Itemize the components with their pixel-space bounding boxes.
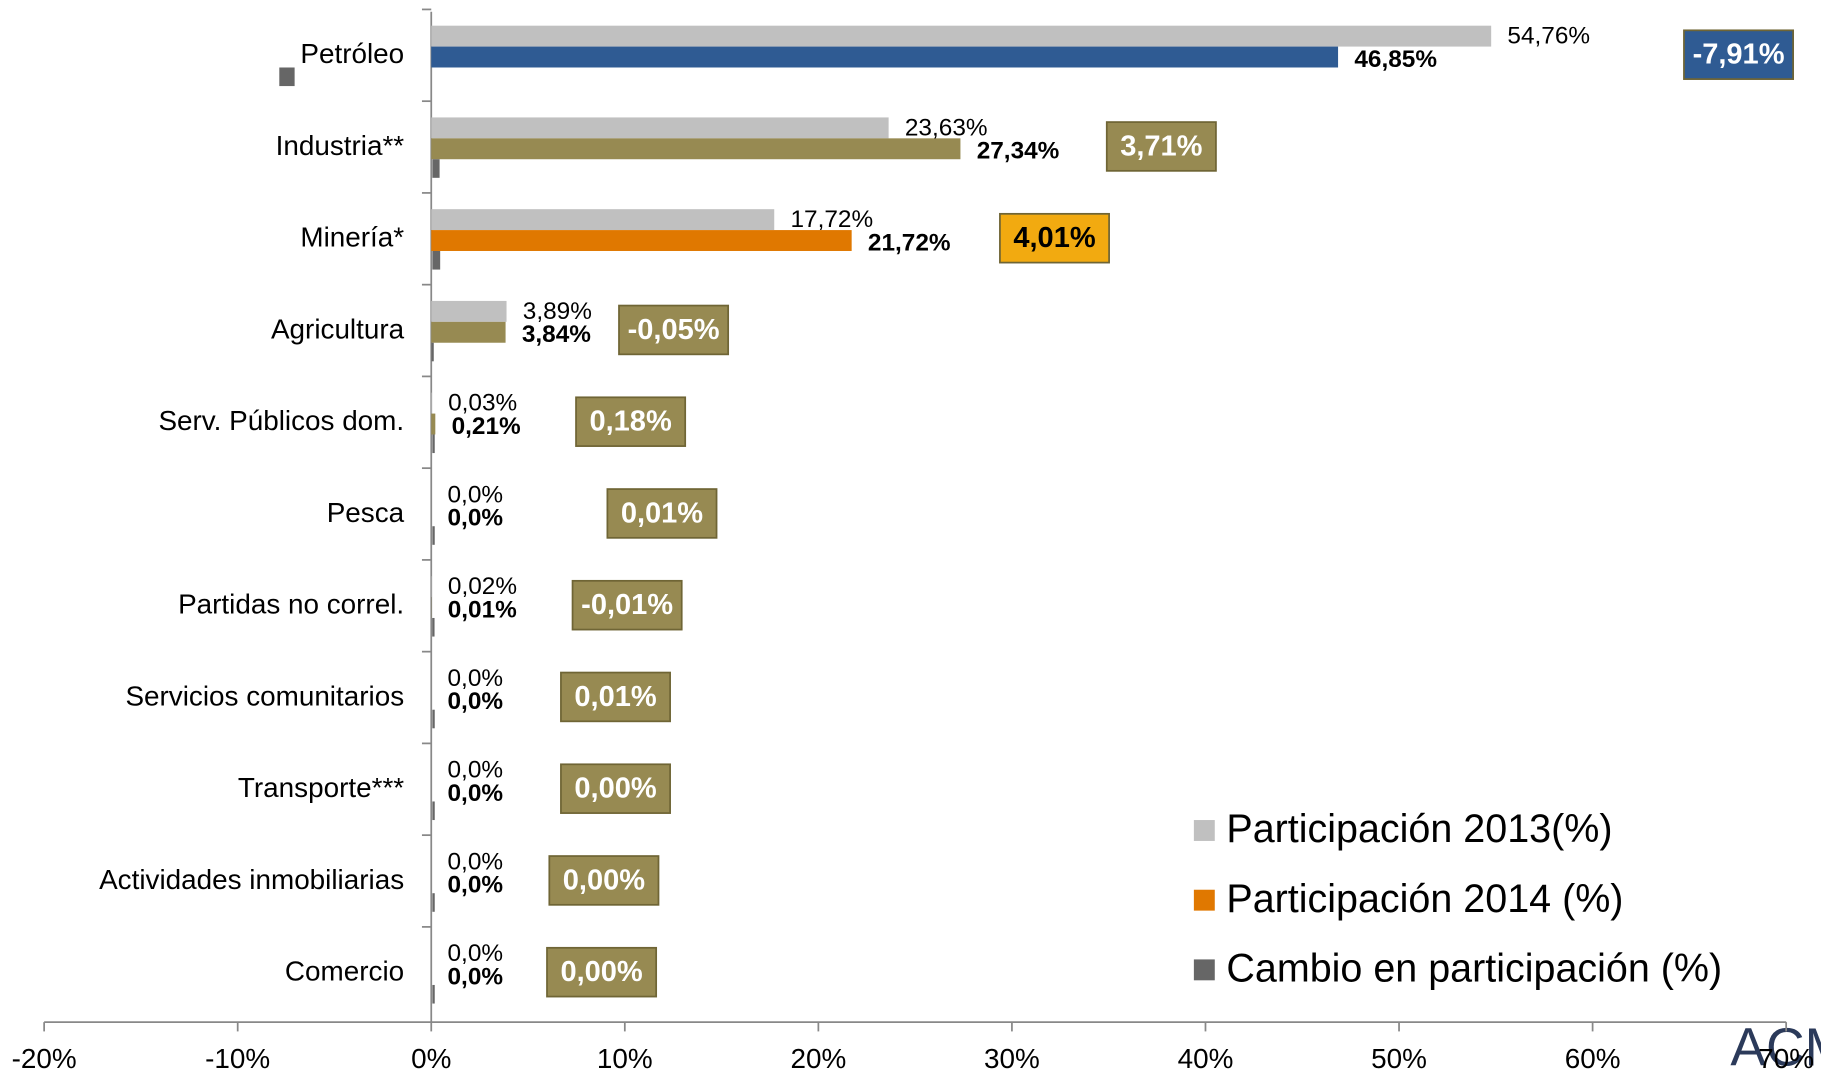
bar-2014 xyxy=(431,413,436,435)
value-label-2013: 3,89% xyxy=(523,298,592,325)
value-label-2013: 23,63% xyxy=(905,114,988,141)
change-label: 3,71% xyxy=(1120,130,1202,162)
change-label: -0,01% xyxy=(581,589,673,621)
x-tick-label: 70% xyxy=(1758,1043,1814,1074)
value-label-2014: 0,0% xyxy=(448,872,504,899)
bar-change xyxy=(432,617,435,637)
bar-change xyxy=(432,801,435,821)
category-label: Actividades inmobiliarias xyxy=(99,864,404,895)
value-label-2013: 0,0% xyxy=(448,940,504,967)
change-label: 0,00% xyxy=(563,864,645,896)
bar-change xyxy=(432,984,435,1004)
x-tick-label: 10% xyxy=(597,1043,653,1074)
value-label-2013: 0,03% xyxy=(448,390,517,417)
change-label: 4,01% xyxy=(1013,222,1095,254)
change-label: 0,00% xyxy=(574,773,656,805)
legend-swatch xyxy=(1193,959,1215,981)
bar-2013 xyxy=(431,117,889,139)
bar-2013 xyxy=(431,25,1492,47)
change-box xyxy=(571,579,683,631)
x-tick-label: 60% xyxy=(1565,1043,1621,1074)
change-label: 0,01% xyxy=(574,681,656,713)
bar-change xyxy=(432,709,435,729)
bar-2014 xyxy=(431,230,852,251)
legend-swatch xyxy=(1193,889,1215,911)
bar-2013 xyxy=(431,209,775,231)
bar-change xyxy=(432,159,440,178)
x-tick-label: -20% xyxy=(12,1043,77,1074)
category-label: Minería* xyxy=(300,222,404,253)
bar-change xyxy=(279,67,295,87)
x-tick-label: 30% xyxy=(984,1043,1040,1074)
bar-2014 xyxy=(431,138,961,160)
value-label-2014: 0,21% xyxy=(452,413,521,440)
category-label: Partidas no correl. xyxy=(178,589,404,620)
change-label: -7,91% xyxy=(1693,39,1785,71)
value-label-2014: 0,0% xyxy=(448,963,504,990)
change-box xyxy=(560,671,671,723)
value-label-2013: 0,0% xyxy=(448,665,504,692)
x-tick-label: 20% xyxy=(790,1043,846,1074)
category-label: Industria** xyxy=(276,130,405,161)
value-label-2013: 0,0% xyxy=(448,481,504,508)
category-label: Serv. Públicos dom. xyxy=(158,405,404,436)
category-label: Servicios comunitarios xyxy=(125,680,404,711)
bar-2013 xyxy=(431,392,432,414)
change-box xyxy=(560,763,671,814)
bar-change xyxy=(432,526,435,545)
bar-2014 xyxy=(431,46,1339,68)
legend-label: Participación 2014 (%) xyxy=(1226,877,1623,921)
value-label-2014: 0,0% xyxy=(448,505,504,532)
bar-change xyxy=(432,250,441,270)
value-label-2014: 27,34% xyxy=(977,138,1060,165)
category-label: Petróleo xyxy=(300,38,404,69)
value-label-2014: 21,72% xyxy=(868,229,951,256)
change-box xyxy=(575,396,687,447)
x-tick-label: 40% xyxy=(1178,1043,1234,1074)
x-tick-label: 0% xyxy=(411,1043,451,1074)
change-box xyxy=(999,212,1110,264)
bar-change xyxy=(431,342,434,362)
value-label-2013: 0,0% xyxy=(448,757,504,784)
category-label: Agricultura xyxy=(271,313,405,344)
value-label-2014: 0,0% xyxy=(448,688,504,715)
value-label-2014: 0,01% xyxy=(448,596,517,623)
change-label: 0,18% xyxy=(589,406,671,438)
change-label: 0,00% xyxy=(560,956,642,988)
bar-2013 xyxy=(431,300,507,322)
value-label-2013: 0,02% xyxy=(448,573,517,600)
change-box xyxy=(1105,121,1217,172)
value-label-2013: 54,76% xyxy=(1507,23,1590,50)
value-label-2014: 3,84% xyxy=(522,321,591,348)
value-label-2013: 0,0% xyxy=(448,848,504,875)
legend-label: Participación 2013(%) xyxy=(1226,807,1612,851)
change-label: 0,01% xyxy=(621,497,703,529)
category-label: Comercio xyxy=(285,956,404,987)
bar-change xyxy=(432,434,435,454)
category-label: Pesca xyxy=(327,497,405,528)
change-box xyxy=(1683,29,1794,80)
change-box xyxy=(618,304,730,356)
legend-label: Cambio en participación (%) xyxy=(1226,946,1722,990)
change-box xyxy=(606,488,718,539)
logo: ACM xyxy=(1730,1018,1821,1077)
value-label-2014: 0,0% xyxy=(448,780,504,807)
legend-swatch xyxy=(1193,820,1215,841)
bar-2014 xyxy=(431,321,506,343)
change-label: -0,05% xyxy=(628,314,720,346)
value-label-2014: 46,85% xyxy=(1354,46,1437,73)
category-label: Transporte*** xyxy=(238,772,404,803)
change-box xyxy=(546,946,658,998)
change-box xyxy=(548,855,660,906)
value-label-2013: 17,72% xyxy=(790,206,873,233)
bar-change xyxy=(432,893,435,912)
x-tick-label: 50% xyxy=(1371,1043,1427,1074)
x-tick-label: -10% xyxy=(205,1043,270,1074)
